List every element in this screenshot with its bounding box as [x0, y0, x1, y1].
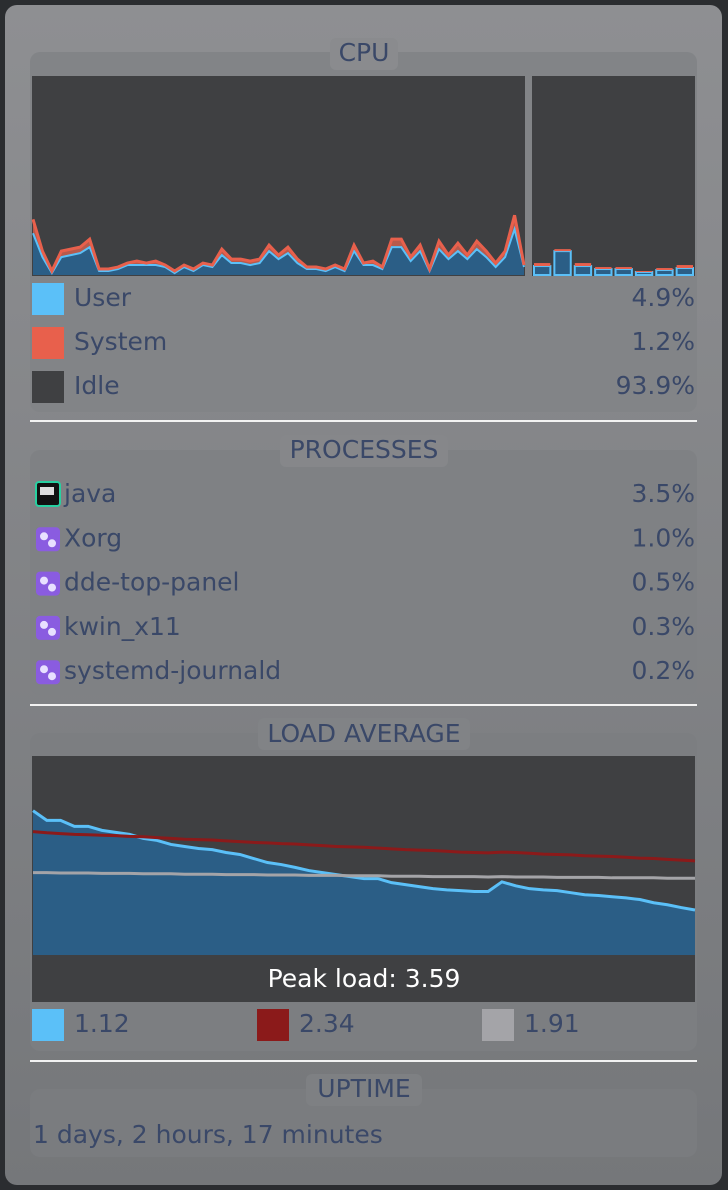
- process-name: kwin_x11: [64, 612, 181, 641]
- legend-value: 1.12: [74, 1009, 130, 1038]
- process-name: systemd-journald: [64, 656, 281, 685]
- legend-swatch: [32, 1009, 64, 1041]
- app-icon: [48, 539, 56, 548]
- header-bg: [258, 718, 470, 750]
- peak-load: Peak load: 3.59: [268, 964, 461, 993]
- core-user-bar: [655, 269, 674, 276]
- core-system-bar: [574, 263, 592, 267]
- user-line: [32, 225, 525, 275]
- core-user-bar: [594, 268, 613, 276]
- process-cpu: 1.0%: [631, 523, 695, 552]
- legend-value: 4.9%: [631, 283, 695, 312]
- process-name: Xorg: [64, 523, 122, 552]
- header-bg: [330, 38, 398, 70]
- process-cpu: 0.2%: [631, 656, 695, 685]
- uptime-text: 1 days, 2 hours, 17 minutes: [33, 1120, 383, 1149]
- section-title: UPTIME: [317, 1074, 410, 1103]
- process-name: dde-top-panel: [64, 568, 240, 597]
- core-system-bar: [534, 263, 551, 267]
- core-user-bar: [614, 268, 633, 276]
- core-system-bar: [656, 268, 673, 271]
- app-icon: [36, 527, 60, 552]
- core-user-bar: [634, 271, 654, 277]
- legend-value: 1.2%: [631, 327, 695, 356]
- user-area: [33, 229, 524, 275]
- core-user-bar: [675, 267, 694, 277]
- load-line: [32, 809, 696, 912]
- core-system-bar: [615, 267, 632, 270]
- header-bg: [306, 1074, 422, 1106]
- process-cpu: 0.3%: [631, 612, 695, 641]
- app-icon: [48, 672, 56, 681]
- load-line: [32, 830, 696, 863]
- app-icon: [36, 571, 60, 596]
- legend-swatch: [32, 371, 64, 403]
- legend-value: 2.34: [299, 1009, 355, 1038]
- system-line: [31, 214, 526, 275]
- section-title: LOAD AVERAGE: [267, 719, 460, 748]
- core-user-bar: [533, 265, 552, 277]
- core-user-bar: [573, 265, 593, 277]
- legend-swatch: [32, 327, 64, 359]
- app-icon: [36, 660, 60, 685]
- core-system-bar: [554, 249, 571, 252]
- core-user-bar: [553, 250, 572, 276]
- process-cpu: 0.5%: [631, 568, 695, 597]
- app-icon: [40, 532, 48, 541]
- legend-swatch: [482, 1009, 514, 1041]
- app-icon: [36, 615, 60, 640]
- legend-label: Idle: [74, 371, 120, 400]
- app-icon: [48, 583, 56, 592]
- cpu-cores-graph: [532, 76, 695, 276]
- legend-label: User: [74, 283, 132, 312]
- legend-value: 93.9%: [616, 371, 695, 400]
- legend-swatch: [257, 1009, 289, 1041]
- legend-label: System: [74, 327, 167, 356]
- core-system-bar: [635, 271, 653, 273]
- process-cpu: 3.5%: [631, 479, 695, 508]
- uptime-section: [30, 1089, 697, 1157]
- legend-swatch: [32, 283, 64, 315]
- header-bg: [280, 435, 448, 467]
- app-icon: [40, 665, 48, 674]
- cpu-graph: [32, 76, 525, 276]
- app-icon: [40, 576, 48, 585]
- section-title: CPU: [339, 38, 390, 67]
- core-system-bar: [595, 267, 612, 270]
- app-icon: [48, 627, 56, 636]
- app-icon: [40, 487, 54, 495]
- load-area: [33, 810, 695, 955]
- section-title: PROCESSES: [290, 435, 439, 464]
- processes-section: [30, 450, 697, 695]
- legend-value: 1.91: [524, 1009, 580, 1038]
- load-line: [33, 871, 695, 880]
- app-icon: [40, 620, 48, 629]
- process-name: java: [63, 479, 116, 508]
- core-system-bar: [676, 265, 693, 269]
